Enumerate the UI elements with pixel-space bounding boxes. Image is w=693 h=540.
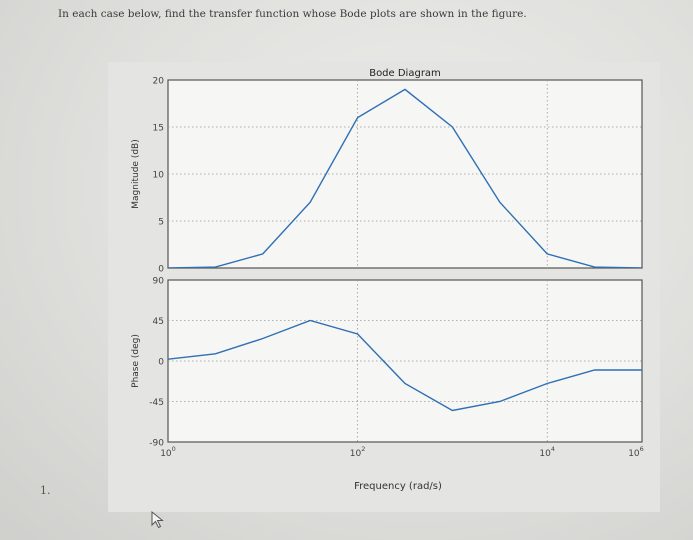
- y-axis-label: Magnitude (dB): [131, 139, 141, 208]
- y-tick-label: -45: [149, 398, 164, 408]
- y-tick-label: 15: [153, 124, 164, 134]
- mouse-pointer-icon: [151, 510, 164, 529]
- phase-subplot: -90 -45 0 45 90 Phase (deg): [131, 277, 643, 449]
- instruction-text: In each case below, find the transfer fu…: [58, 8, 527, 20]
- y-tick-label: -90: [149, 439, 164, 449]
- problem-number: 1.: [40, 484, 51, 497]
- x-axis-label: Frequency (rad/s): [354, 481, 442, 492]
- y-tick-label: 0: [158, 265, 164, 275]
- y-tick-label: 45: [153, 317, 164, 327]
- x-tick-label: 100: [160, 445, 176, 459]
- y-tick-label: 90: [153, 277, 165, 287]
- chart-title: Bode Diagram: [369, 68, 441, 79]
- y-axis-label: Phase (deg): [131, 334, 141, 388]
- y-tick-label: 5: [158, 218, 164, 228]
- x-tick-label: 104: [539, 445, 555, 459]
- series-line: [168, 319, 642, 412]
- x-tick-label: 102: [350, 445, 366, 459]
- y-tick-label: 20: [153, 77, 165, 87]
- series-line: [168, 88, 642, 268]
- y-tick-label: 0: [158, 358, 164, 368]
- y-tick-label: 10: [153, 171, 165, 181]
- magnitude-subplot: 0 5 10 15 20 Magnitude (dB): [131, 77, 643, 275]
- x-tick-label: 106: [628, 445, 644, 459]
